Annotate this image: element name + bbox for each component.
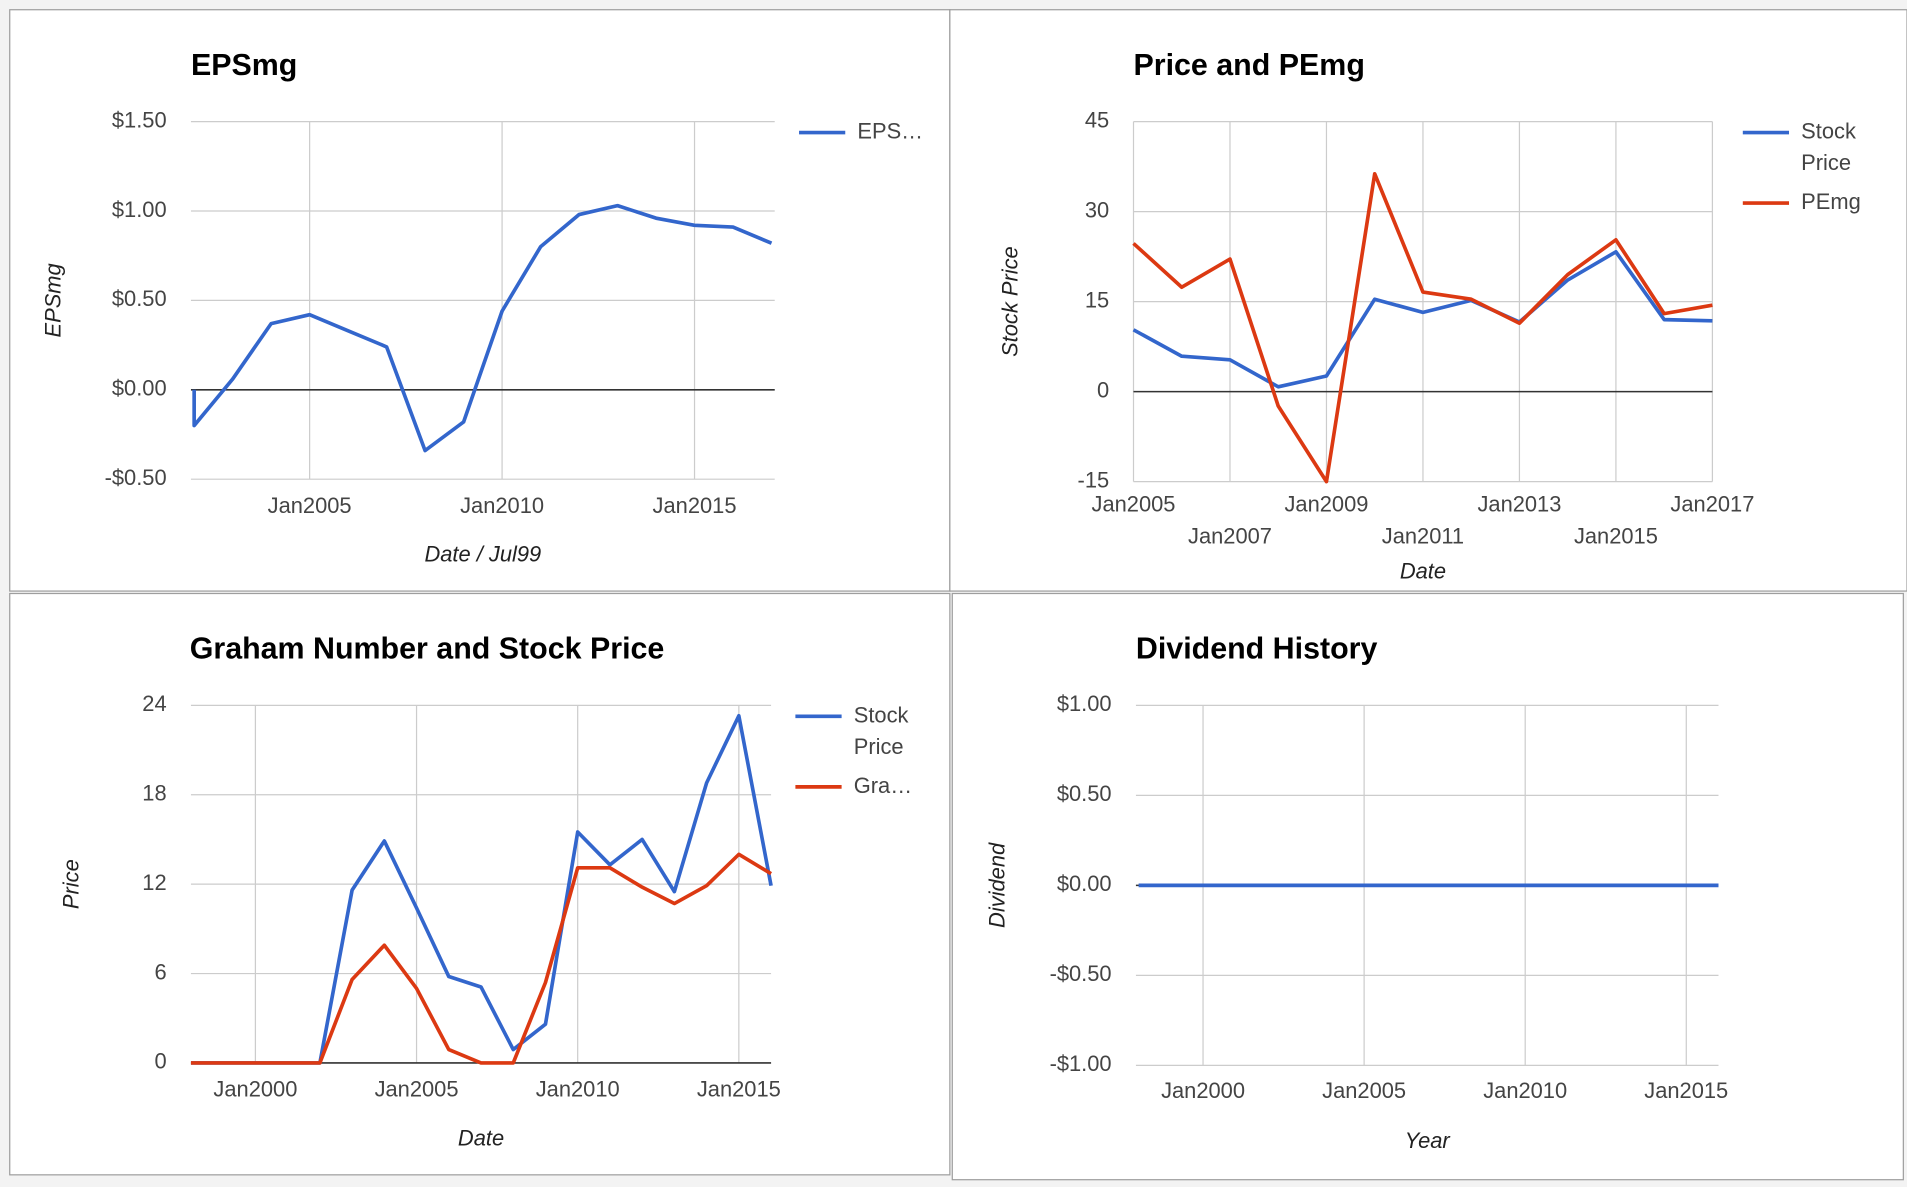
y-tick-label: $1.00	[1057, 691, 1112, 716]
x-tick-label: Jan2010	[536, 1077, 620, 1102]
y-tick-label: $0.00	[1057, 871, 1112, 896]
data-line	[1132, 171, 1713, 484]
x-tick-label: Jan2013	[1477, 492, 1561, 517]
y-tick-label: 12	[142, 870, 166, 895]
y-tick-label: $0.00	[112, 376, 167, 401]
y-tick-label: 15	[1085, 287, 1109, 312]
y-axis-label: Dividend	[984, 842, 1009, 928]
y-tick-label: 0	[154, 1049, 166, 1074]
x-tick-label: Jan2007	[1188, 523, 1272, 548]
y-tick-label: -$1.00	[1050, 1051, 1112, 1076]
x-tick-label: Jan2010	[1483, 1078, 1567, 1103]
legend-label: Stock Price	[854, 702, 915, 759]
x-tick-label: Jan2005	[268, 493, 352, 518]
y-tick-label: -$0.50	[105, 465, 167, 490]
x-tick-label: Jan2011	[1382, 523, 1464, 548]
y-tick-label: 0	[1097, 377, 1109, 402]
x-tick-label: Jan2000	[1161, 1078, 1245, 1103]
x-axis-label: Date	[458, 1125, 504, 1150]
panel	[949, 9, 1907, 592]
legend-label: Stock Price	[1801, 118, 1862, 175]
x-axis-label: Year	[1405, 1128, 1452, 1153]
y-tick-label: -$0.50	[1050, 961, 1112, 986]
legend-label: PEmg	[1801, 189, 1861, 214]
data-line	[192, 203, 773, 453]
x-tick-label: Jan2010	[460, 493, 544, 518]
data-line	[1132, 249, 1713, 389]
x-tick-label: Jan2005	[1322, 1078, 1406, 1103]
y-axis-label: EPSmg	[41, 263, 66, 337]
legend-label: EPS…	[857, 118, 923, 143]
x-tick-label: Jan2005	[1092, 492, 1176, 517]
x-axis-label: Date / Jul99	[424, 542, 541, 567]
y-tick-label: -15	[1078, 467, 1110, 492]
y-tick-label: $1.00	[112, 197, 167, 222]
x-tick-label: Jan2000	[213, 1077, 297, 1102]
chart-title: EPSmg	[191, 48, 297, 82]
chart-title: Graham Number and Stock Price	[190, 632, 665, 666]
x-tick-label: Jan2005	[375, 1077, 459, 1102]
x-tick-label: Jan2017	[1670, 492, 1754, 517]
chart-title: Dividend History	[1136, 632, 1378, 666]
x-tick-label: Jan2015	[697, 1077, 781, 1102]
legend-label: Gra…	[854, 773, 912, 798]
chart-title: Price and PEmg	[1133, 48, 1364, 82]
y-tick-label: 18	[142, 781, 166, 806]
data-line	[190, 852, 773, 1065]
y-tick-label: $0.50	[1057, 781, 1112, 806]
y-tick-label: 24	[142, 691, 166, 716]
x-tick-label: Jan2015	[1644, 1078, 1728, 1103]
y-axis-label: Price	[59, 859, 84, 909]
x-tick-label: Jan2015	[653, 493, 737, 518]
y-axis-label: Stock Price	[998, 246, 1023, 357]
x-tick-label: Jan2015	[1574, 523, 1658, 548]
y-tick-label: 6	[154, 959, 166, 984]
x-axis-label: Date	[1400, 559, 1446, 584]
y-tick-label: $1.50	[112, 107, 167, 132]
x-tick-label: Jan2009	[1284, 492, 1368, 517]
y-tick-label: $0.50	[112, 286, 167, 311]
y-tick-label: 45	[1085, 107, 1109, 132]
y-tick-label: 30	[1085, 197, 1109, 222]
